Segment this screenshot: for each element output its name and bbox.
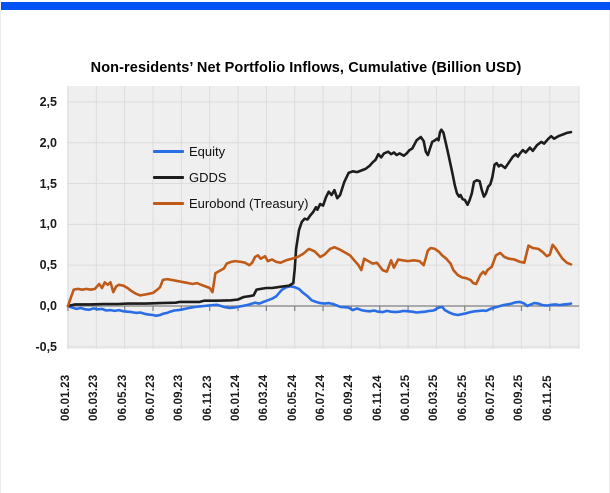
- y-tick-label: 2,0: [39, 135, 57, 150]
- x-tick-label: 06.03.23: [88, 374, 101, 421]
- legend-item-equity: Equity: [153, 138, 308, 164]
- legend-label-gdds: GDDS: [189, 169, 227, 185]
- y-tick-label: 1,0: [39, 217, 57, 232]
- y-tick-label: 2,5: [39, 94, 57, 109]
- eurobond-line-swatch: [153, 201, 184, 205]
- y-tick-label: -0,5: [35, 339, 57, 354]
- y-tick-label: 0,5: [39, 258, 57, 273]
- gdds-line-swatch: [153, 175, 184, 179]
- x-tick-label: 06.09.24: [343, 374, 356, 421]
- x-tick-label: 06.03.25: [428, 374, 441, 421]
- x-tick-label: 06.01.25: [400, 374, 413, 421]
- x-tick-label: 06.05.24: [286, 374, 299, 421]
- x-tick-label: 06.11.24: [371, 375, 384, 421]
- x-tick-label: 06.07.23: [145, 374, 158, 421]
- x-tick-label: 06.11.23: [201, 375, 214, 421]
- series-line-equity: [66, 285, 573, 318]
- legend-label-eurobond: Eurobond (Treasury): [189, 195, 309, 211]
- x-tick-label: 06.09.23: [173, 374, 186, 421]
- x-tick-label: 06.03.24: [258, 374, 271, 421]
- x-tick-label: 06.05.23: [116, 374, 129, 421]
- chart-title: Non-residents’ Net Portfolio Inflows, Cu…: [90, 60, 522, 76]
- legend-item-eurobond: Eurobond (Treasury): [153, 190, 308, 216]
- chart-legend: Equity GDDS Eurobond (Treasury): [153, 138, 308, 216]
- series-line-gdds: [66, 128, 573, 308]
- legend-label-equity: Equity: [189, 143, 226, 159]
- y-tick-label: 0,0: [39, 299, 57, 313]
- equity-line-swatch: [153, 149, 184, 153]
- y-tick-label: 1,5: [39, 176, 57, 191]
- x-tick-label: 06.11.25: [541, 375, 554, 421]
- x-tick-label: 06.07.24: [315, 374, 328, 421]
- x-tick-label: 06.01.24: [230, 374, 243, 421]
- legend-item-gdds: GDDS: [153, 164, 308, 190]
- top-accent-bar: [1, 2, 610, 10]
- x-tick-label: 06.05.25: [456, 374, 469, 421]
- x-tick-label: 06.07.25: [485, 374, 498, 421]
- series-line-eurobond-treasury: [66, 243, 573, 308]
- x-tick-label: 06.09.25: [513, 374, 526, 421]
- x-tick-label: 06.01.23: [60, 374, 72, 421]
